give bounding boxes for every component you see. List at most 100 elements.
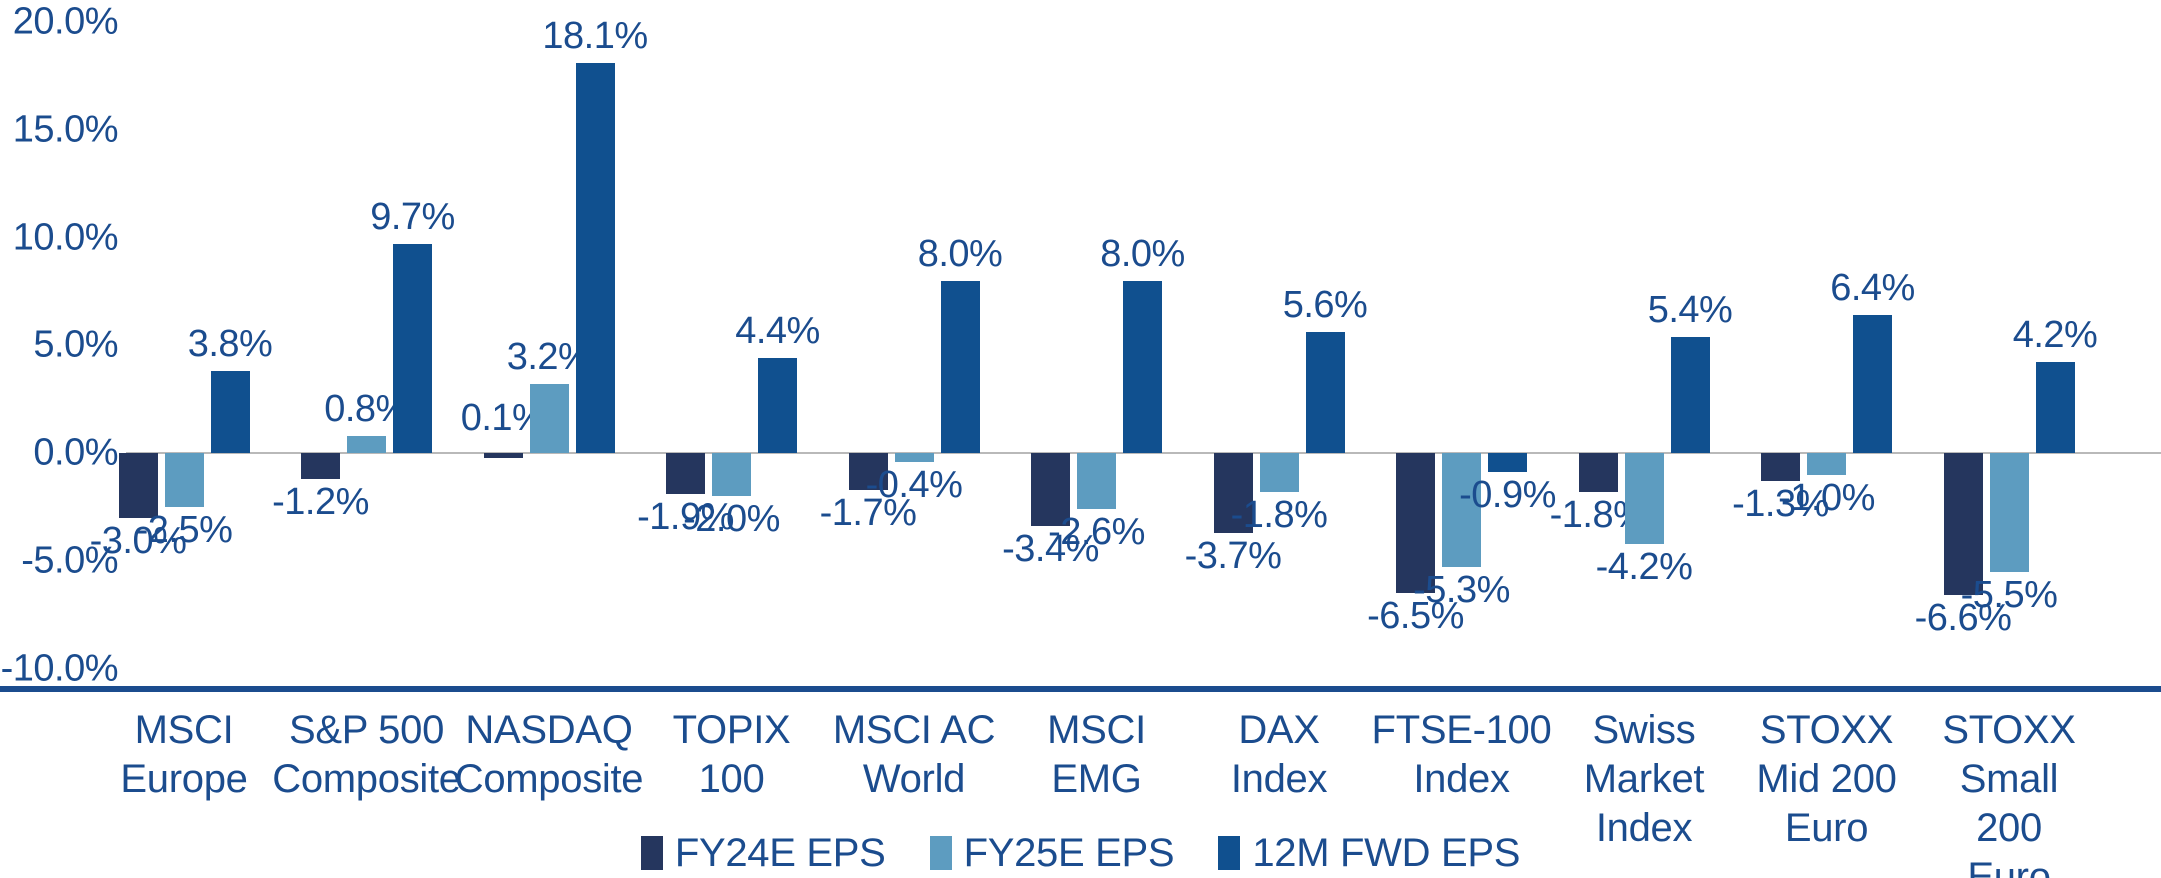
bar-value-label: -2.6% [1048, 511, 1145, 554]
bar-group: -1.8% -4.2% 5.4% [1550, 0, 1733, 690]
bar-value-label: -1.9% [637, 495, 734, 538]
bar-2[interactable] [1488, 453, 1527, 473]
bar-2[interactable] [575, 62, 615, 453]
legend-swatch-icon [640, 836, 663, 870]
bar-value-label: -3.4% [1002, 528, 1099, 571]
bar-1[interactable] [164, 453, 204, 507]
bar-1[interactable] [1989, 453, 2029, 572]
bar-value-label: -1.8% [1230, 493, 1328, 536]
legend-label: FY24E EPS [674, 830, 886, 875]
bar-2[interactable] [1123, 280, 1162, 453]
bar-value-label: -0.9% [1459, 474, 1556, 517]
bar-2[interactable] [210, 371, 250, 453]
bar-value-label: 5.6% [1282, 284, 1368, 327]
bar-group: -3.4% -2.6% 8.0% [1002, 0, 1185, 690]
bar-value-label: -1.7% [819, 491, 917, 534]
x-axis-label: MSCI AC World [832, 708, 996, 801]
legend-item[interactable]: FY24E EPS [640, 830, 886, 876]
bar-value-label: -1.0% [1778, 476, 1875, 519]
bar-2[interactable] [940, 280, 980, 453]
x-axis-label: Swiss Market Index [1583, 708, 1705, 850]
bar-value-label: -2.5% [135, 508, 233, 551]
bar-group: -1.2% 0.8% 9.7% [272, 0, 455, 690]
bar-value-label: 4.2% [2012, 314, 2098, 357]
y-axis-tick-label: 0.0% [33, 431, 118, 474]
bar-0[interactable] [1943, 453, 1983, 596]
bar-2[interactable] [1853, 315, 1892, 453]
bar-2[interactable] [1305, 332, 1345, 453]
bar-group: -6.6% -5.5% 4.2% [1915, 0, 2098, 690]
bar-value-label: 8.0% [1100, 232, 1185, 275]
bar-value-label: 4.4% [735, 310, 820, 353]
bar-0[interactable] [666, 453, 705, 494]
bar-0[interactable] [848, 453, 888, 490]
bar-group: -1.7% -0.4% 8.0% [820, 0, 1003, 690]
y-axis-tick-label: 5.0% [33, 323, 118, 366]
bar-value-label: 9.7% [370, 195, 455, 238]
bar-1[interactable] [1807, 453, 1846, 475]
plot-area: 20.0% 15.0% 10.0% 5.0% 0.0% -5.0% -10.0% -3.0%… [0, 0, 2161, 690]
zero-baseline [126, 452, 2161, 454]
x-axis-label: DAX Index [1230, 708, 1328, 801]
bar-1[interactable] [894, 453, 934, 462]
bar-2[interactable] [758, 358, 797, 453]
x-axis-label: S&P 500 Composite [272, 708, 461, 801]
y-axis-tick-label: -10.0% [0, 647, 119, 689]
bar-value-label: -6.5% [1367, 595, 1464, 638]
bar-2[interactable] [393, 243, 432, 453]
bar-1[interactable] [1442, 453, 1481, 568]
bar-value-label: -6.6% [1914, 597, 2012, 640]
bar-value-label: 3.8% [187, 323, 273, 366]
bar-2[interactable] [2035, 362, 2075, 453]
bar-group: 0.1% 3.2% 18.1% [461, 0, 648, 690]
x-axis-label: TOPIX 100 [672, 708, 791, 801]
x-axis-line [0, 686, 2161, 692]
bar-1[interactable] [347, 435, 386, 453]
y-axis-tick-label: 20.0% [12, 0, 119, 43]
bar-value-label: 8.0% [917, 232, 1003, 275]
bar-1[interactable] [1624, 453, 1664, 544]
y-axis-tick-label: 15.0% [12, 108, 119, 151]
x-axis-label: STOXX Mid 200 Euro [1756, 708, 1897, 850]
bar-1[interactable] [712, 453, 751, 497]
chart-legend: FY24E EPS FY25E EPS 12M FWD EPS [0, 828, 2161, 878]
bar-group: -1.9% -2.0% 4.4% [637, 0, 820, 690]
bar-group: -6.5% -5.3% -0.9% [1367, 0, 1556, 690]
bar-value-label: -2.0% [683, 498, 780, 541]
legend-item[interactable]: 12M FWD EPS [1218, 831, 1520, 876]
x-axis-label: NASDAQ Composite [454, 708, 644, 801]
bar-value-label: 6.4% [1830, 267, 1915, 310]
bar-0[interactable] [1396, 453, 1435, 594]
bar-value-label: -0.4% [865, 463, 963, 506]
bar-0[interactable] [1031, 453, 1070, 527]
bar-0[interactable] [1213, 453, 1253, 533]
bar-value-label: -1.3% [1732, 483, 1829, 525]
bar-group: -3.7% -1.8% 5.6% [1185, 0, 1368, 690]
x-axis-category-labels: MSCI Europe S&P 500 Composite NASDAQ Compo… [0, 692, 2161, 878]
x-axis-label: MSCI Europe [120, 708, 248, 801]
bar-0[interactable] [1578, 453, 1618, 492]
x-axis-label: FTSE-100 Index [1371, 708, 1552, 801]
bar-value-label: -1.2% [272, 480, 369, 523]
y-axis-tick-label: -5.0% [21, 539, 118, 582]
bar-group: -1.3% -1.0% 6.4% [1732, 0, 1915, 690]
legend-label: 12M FWD EPS [1252, 830, 1521, 875]
bar-value-label: 18.1% [542, 14, 648, 57]
bar-1[interactable] [1077, 453, 1116, 510]
bar-0[interactable] [301, 453, 340, 479]
bar-0[interactable] [1761, 453, 1800, 481]
legend-swatch-icon [929, 836, 952, 870]
bar-group: -3.0% -2.5% 3.8% [90, 0, 273, 690]
legend-item[interactable]: FY25E EPS [929, 830, 1175, 876]
bar-value-label: -5.3% [1413, 569, 1510, 612]
legend-label: FY25E EPS [963, 830, 1175, 875]
bar-1[interactable] [1259, 453, 1299, 492]
y-axis: 20.0% 15.0% 10.0% 5.0% 0.0% -5.0% -10.0% [0, 0, 119, 690]
bar-0[interactable] [118, 453, 158, 518]
bar-0[interactable] [483, 453, 523, 458]
bar-2[interactable] [1670, 336, 1710, 453]
bar-1[interactable] [529, 384, 569, 453]
bar-value-label: 5.4% [1647, 288, 1733, 331]
x-axis-label: MSCI EMG [1047, 708, 1146, 801]
